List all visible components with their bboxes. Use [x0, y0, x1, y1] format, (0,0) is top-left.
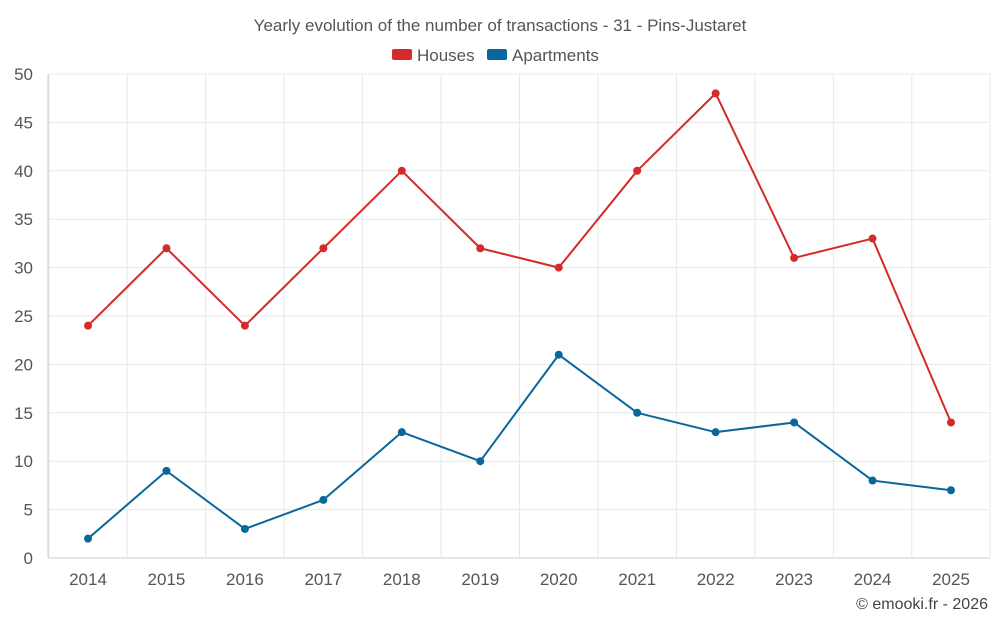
data-point-apartments[interactable]: [790, 418, 799, 427]
data-point-apartments[interactable]: [476, 457, 485, 466]
x-tick-label: 2020: [540, 570, 578, 589]
data-point-houses[interactable]: [633, 166, 642, 175]
x-tick-label: 2025: [932, 570, 970, 589]
series-layer: [84, 89, 955, 543]
x-tick-label: 2021: [618, 570, 656, 589]
y-tick-label: 45: [14, 113, 33, 132]
data-point-houses[interactable]: [397, 166, 406, 175]
y-tick-label: 50: [14, 65, 33, 84]
x-tick-label: 2017: [304, 570, 342, 589]
x-tick-label: 2019: [461, 570, 499, 589]
legend-label-houses[interactable]: Houses: [417, 46, 475, 65]
data-point-apartments[interactable]: [711, 428, 720, 437]
data-point-apartments[interactable]: [554, 350, 563, 359]
legend-swatch-houses: [392, 49, 412, 60]
data-point-apartments[interactable]: [84, 534, 92, 543]
y-tick-label: 5: [24, 501, 33, 520]
x-tick-label: 2018: [383, 570, 421, 589]
data-point-houses[interactable]: [240, 321, 249, 330]
y-tick-label: 35: [14, 210, 33, 229]
x-tick-label: 2024: [854, 570, 892, 589]
y-tick-label: 0: [24, 549, 33, 568]
data-point-houses[interactable]: [476, 244, 485, 253]
data-point-apartments[interactable]: [397, 428, 406, 437]
y-tick-label: 30: [14, 259, 33, 278]
y-axis: 0 5 10 15 20 25 30 35 40 45 50: [14, 65, 33, 568]
data-point-houses[interactable]: [711, 89, 720, 98]
series-line-apartments: [87, 353, 952, 540]
y-tick-label: 25: [14, 307, 33, 326]
data-point-houses[interactable]: [319, 244, 328, 253]
x-tick-label: 2023: [775, 570, 813, 589]
data-point-houses[interactable]: [554, 263, 563, 272]
legend-swatch-apartments: [487, 49, 507, 60]
legend-label-apartments[interactable]: Apartments: [512, 46, 599, 65]
grid: [47, 73, 991, 559]
data-point-apartments[interactable]: [868, 476, 877, 485]
x-tick-label: 2015: [148, 570, 186, 589]
x-axis: 2014 2015 2016 2017 2018 2019 2020 2021 2022 2023…: [69, 570, 970, 589]
data-point-houses[interactable]: [84, 321, 92, 330]
y-tick-label: 10: [14, 452, 33, 471]
data-point-apartments[interactable]: [319, 495, 328, 504]
y-tick-label: 40: [14, 162, 33, 181]
data-point-houses[interactable]: [162, 244, 171, 253]
data-point-houses[interactable]: [868, 234, 877, 243]
x-tick-label: 2022: [697, 570, 735, 589]
credit: © emooki.fr - 2026: [856, 596, 988, 613]
y-tick-label: 20: [14, 355, 33, 374]
data-point-apartments[interactable]: [947, 486, 955, 495]
data-point-houses[interactable]: [947, 418, 955, 427]
x-tick-label: 2016: [226, 570, 264, 589]
data-point-apartments[interactable]: [240, 524, 249, 533]
x-tick-label: 2014: [69, 570, 107, 589]
y-tick-label: 15: [14, 404, 33, 423]
data-point-apartments[interactable]: [633, 408, 642, 417]
legend: Houses Apartments: [392, 46, 599, 65]
chart-title: Yearly evolution of the number of transa…: [254, 16, 747, 35]
data-point-houses[interactable]: [790, 253, 799, 262]
data-point-apartments[interactable]: [162, 466, 171, 475]
series-line-houses: [87, 92, 952, 423]
